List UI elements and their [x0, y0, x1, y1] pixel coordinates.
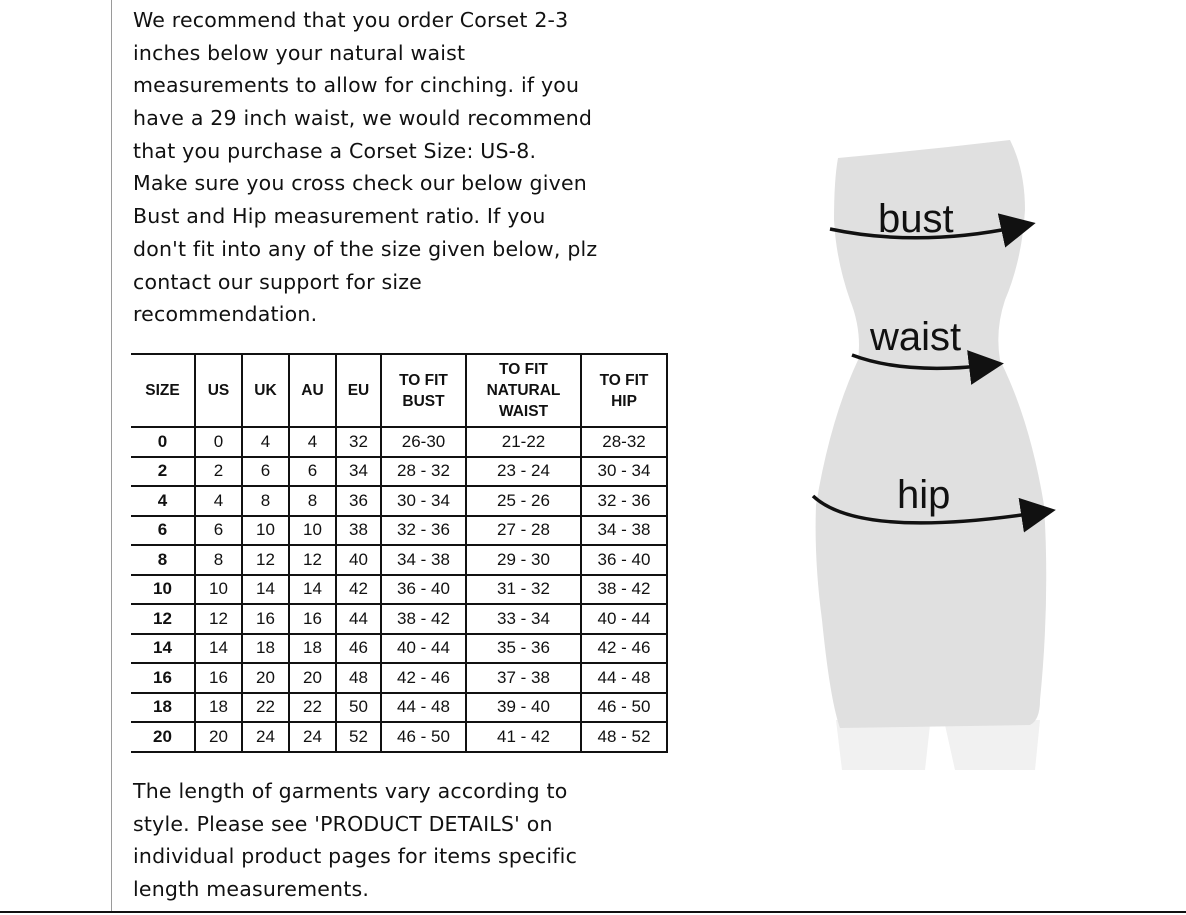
table-cell: 32 - 36 [380, 514, 467, 546]
text-line: recommendation. [133, 302, 318, 327]
outro-paragraph: The length of garments vary according to… [133, 775, 577, 906]
table-cell: 30 - 34 [380, 485, 467, 517]
table-row: 14 14 18 18 46 40 - 44 35 - 36 42 - 46 [131, 632, 668, 664]
table-cell: 0 [194, 426, 243, 458]
text-line: measurements to allow for cinching. if y… [133, 73, 580, 98]
table-row: 2 2 6 6 34 28 - 32 23 - 24 30 - 34 [131, 455, 668, 487]
table-header-row: SIZE US UK AU EU TO FIT BUST TO FIT NATURAL WA… [131, 353, 668, 428]
table-row: 18 18 22 22 50 44 - 48 39 - 40 46 - 50 [131, 691, 668, 723]
table-cell: 42 - 46 [580, 632, 668, 664]
table-cell: 14 [288, 573, 337, 605]
text-line: contact our support for size [133, 269, 422, 294]
waist-label: waist [869, 315, 961, 359]
table-cell: 40 [335, 544, 382, 576]
table-cell: 14 [131, 632, 196, 664]
table-cell: 10 [131, 573, 196, 605]
size-chart-table: SIZE US UK AU EU TO FIT BUST TO FIT NATURAL WA… [131, 353, 668, 753]
table-cell: 38 - 42 [580, 573, 668, 605]
column-header: UK [241, 353, 290, 428]
hip-arrow [811, 494, 1056, 533]
column-header: AU [288, 353, 337, 428]
table-cell: 28-32 [580, 426, 668, 458]
column-header: TO FIT HIP [580, 353, 668, 428]
table-cell: 35 - 36 [465, 632, 582, 664]
table-cell: 38 - 42 [380, 603, 467, 635]
table-cell: 46 - 50 [380, 721, 467, 753]
table-cell: 34 - 38 [580, 514, 668, 546]
table-cell: 37 - 38 [465, 662, 582, 694]
table-cell: 24 [288, 721, 337, 753]
table-cell: 24 [241, 721, 290, 753]
column-header: TO FIT BUST [380, 353, 467, 428]
bust-label: bust [878, 197, 954, 241]
table-cell: 42 - 46 [380, 662, 467, 694]
table-cell: 44 - 48 [380, 691, 467, 723]
text-line: that you purchase a Corset Size: US-8. [133, 138, 537, 163]
table-cell: 46 - 50 [580, 691, 668, 723]
table-cell: 34 [335, 455, 382, 487]
table-row: 10 10 14 14 42 36 - 40 31 - 32 38 - 42 [131, 573, 668, 605]
table-cell: 18 [288, 632, 337, 664]
table-cell: 50 [335, 691, 382, 723]
text-line: style. Please see 'PRODUCT DETAILS' on [133, 811, 553, 836]
text-line: individual product pages for items speci… [133, 844, 578, 869]
table-cell: 4 [194, 485, 243, 517]
table-row: 12 12 16 16 44 38 - 42 33 - 34 40 - 44 [131, 603, 668, 635]
table-row: 4 4 8 8 36 30 - 34 25 - 26 32 - 36 [131, 485, 668, 517]
table-cell: 12 [241, 544, 290, 576]
bust-arrow [829, 213, 1036, 248]
table-cell: 20 [131, 721, 196, 753]
table-cell: 38 [335, 514, 382, 546]
column-header: TO FIT NATURAL WAIST [465, 353, 582, 428]
text-line: don't fit into any of the size given bel… [133, 236, 598, 261]
table-cell: 10 [194, 573, 243, 605]
table-cell: 44 - 48 [580, 662, 668, 694]
text-line: The length of garments vary according to [133, 779, 568, 803]
table-cell: 41 - 42 [465, 721, 582, 753]
table-cell: 40 - 44 [580, 603, 668, 635]
column-header: US [194, 353, 243, 428]
table-cell: 20 [241, 662, 290, 694]
table-cell: 48 [335, 662, 382, 694]
table-cell: 16 [241, 603, 290, 635]
legs-silhouette [836, 720, 1040, 770]
text-line: inches below your natural waist [133, 40, 466, 65]
table-cell: 52 [335, 721, 382, 753]
table-cell: 44 [335, 603, 382, 635]
table-cell: 20 [194, 721, 243, 753]
text-line: have a 29 inch waist, we would recommend [133, 106, 593, 131]
column-header: EU [335, 353, 382, 428]
table-cell: 33 - 34 [465, 603, 582, 635]
text-line: We recommend that you order Corset 2-3 [133, 8, 569, 32]
intro-paragraph: We recommend that you order Corset 2-3 in… [133, 4, 597, 331]
bottom-divider [0, 911, 1186, 913]
table-cell: 25 - 26 [465, 485, 582, 517]
table-row: 16 16 20 20 48 42 - 46 37 - 38 44 - 48 [131, 662, 668, 694]
table-cell: 4 [288, 426, 337, 458]
text-line: Make sure you cross check our below give… [133, 171, 587, 196]
table-cell: 48 - 52 [580, 721, 668, 753]
column-header: SIZE [131, 353, 196, 428]
table-cell: 36 [335, 485, 382, 517]
table-cell: 34 - 38 [380, 544, 467, 576]
table-cell: 31 - 32 [465, 573, 582, 605]
table-row: 20 20 24 24 52 46 - 50 41 - 42 48 - 52 [131, 721, 668, 753]
body-silhouette [815, 140, 1047, 728]
table-cell: 14 [241, 573, 290, 605]
table-cell: 40 - 44 [380, 632, 467, 664]
hip-label: hip [897, 473, 950, 517]
waist-arrow [851, 350, 1004, 385]
text-line: length measurements. [133, 877, 370, 902]
table-cell: 6 [194, 514, 243, 546]
text-line: Bust and Hip measurement ratio. If you [133, 204, 546, 229]
left-divider [111, 0, 112, 912]
table-cell: 8 [241, 485, 290, 517]
table-cell: 6 [131, 514, 196, 546]
table-cell: 26-30 [380, 426, 467, 458]
